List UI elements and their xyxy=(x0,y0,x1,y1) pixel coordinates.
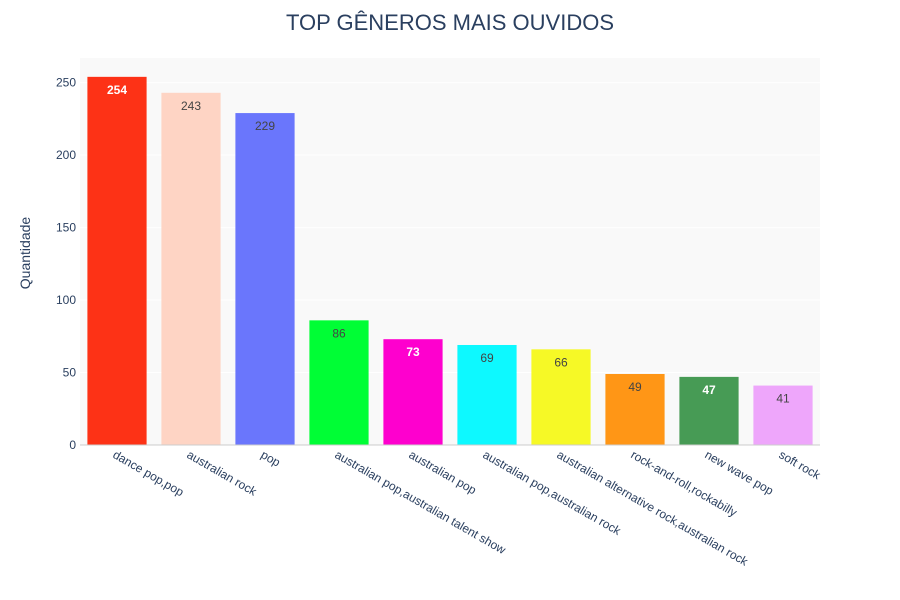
bar-value-label: 49 xyxy=(628,380,642,394)
x-tick-label: australian rock xyxy=(185,447,260,499)
x-tick-label: dance pop,pop xyxy=(111,447,187,499)
bar-value-label: 47 xyxy=(702,383,716,397)
bar xyxy=(161,92,221,446)
bar-value-label: 86 xyxy=(332,326,346,340)
bars-group xyxy=(87,76,813,446)
y-tick-label: 250 xyxy=(56,76,76,90)
y-tick-label: 0 xyxy=(69,438,76,452)
y-axis-ticks: 0 50 100 150 200 250 xyxy=(56,76,76,452)
y-tick-label: 150 xyxy=(56,221,76,235)
bar xyxy=(235,113,295,446)
y-tick-label: 200 xyxy=(56,148,76,162)
bar-value-label: 69 xyxy=(480,351,494,365)
chart-title: TOP GÊNEROS MAIS OUVIDOS xyxy=(286,10,614,35)
bar xyxy=(309,320,369,445)
bar-value-label: 41 xyxy=(776,392,790,406)
y-tick-label: 50 xyxy=(63,366,77,380)
y-axis-title: Quantidade xyxy=(17,217,33,290)
bar xyxy=(383,339,443,445)
bar xyxy=(531,349,591,445)
bar xyxy=(679,376,739,445)
bar-value-label: 254 xyxy=(107,83,127,97)
bar-value-label: 73 xyxy=(406,345,420,359)
x-tick-label: soft rock xyxy=(777,447,824,482)
bar xyxy=(753,385,813,445)
bar-value-label: 243 xyxy=(181,99,201,113)
y-tick-label: 100 xyxy=(56,293,76,307)
x-tick-label: pop xyxy=(259,447,284,469)
x-tick-label: new wave pop xyxy=(703,447,777,498)
x-tick-label: australian pop,australian rock xyxy=(481,447,625,538)
bar xyxy=(605,373,665,445)
bar xyxy=(87,76,147,445)
bar-labels-group: 254 243 229 86 73 69 66 49 47 41 xyxy=(107,83,790,406)
x-tick-label: australian pop xyxy=(407,447,480,497)
bar xyxy=(457,344,517,445)
bar-value-label: 66 xyxy=(554,355,568,369)
bar-value-label: 229 xyxy=(255,119,275,133)
